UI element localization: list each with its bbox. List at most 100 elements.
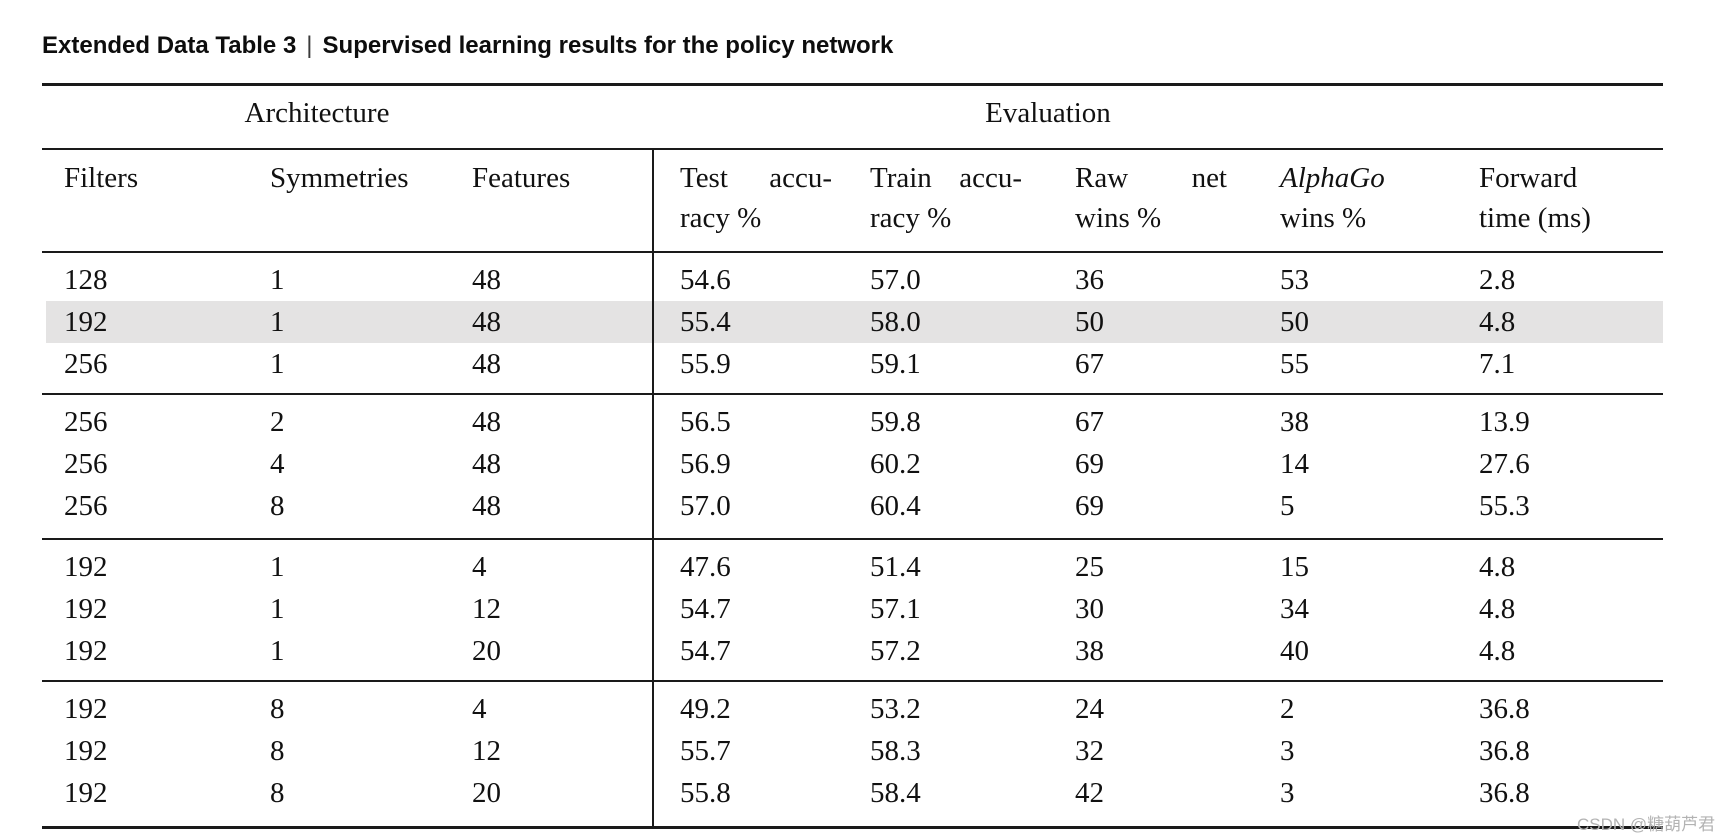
cell: 14 [1280,448,1309,480]
cell: 8 [270,490,285,522]
cell: 32 [1075,735,1104,767]
cell: 55 [1280,348,1309,380]
cell: 34 [1280,593,1309,625]
cell: 42 [1075,777,1104,809]
table-row: 192 1 12 54.7 57.1 30 34 4.8 [42,588,1663,630]
column-divider-line [652,148,654,829]
cell: 53.2 [870,693,921,725]
cell: 55.7 [680,735,731,767]
cell: 55.3 [1479,490,1530,522]
table-title-subtitle: Supervised learning results for the poli… [322,32,894,59]
cell: 69 [1075,448,1104,480]
column-header-filters: Filters [64,162,139,194]
cell: 50 [1280,306,1309,338]
cell: 25 [1075,551,1104,583]
cell: 51.4 [870,551,921,583]
column-header-symmetries: Symmetries [270,162,409,194]
cell: 58.3 [870,735,921,767]
table-row: 192 1 48 55.4 58.0 50 50 4.8 [46,301,1663,343]
table-row: 128 1 48 54.6 57.0 36 53 2.8 [42,259,1663,301]
csdn-watermark: CSDN @糖葫芦君 [1577,815,1716,834]
table-row: 256 4 48 56.9 60.2 69 14 27.6 [42,443,1663,485]
table-rule-top [42,83,1663,86]
cell: 48 [472,406,501,438]
cell: 1 [270,348,285,380]
table-row: 192 1 4 47.6 51.4 25 15 4.8 [42,546,1663,588]
cell: 8 [270,693,285,725]
cell: 1 [270,306,285,338]
cell: 54.6 [680,264,731,296]
cell: 1 [270,551,285,583]
cell: 4.8 [1479,593,1516,625]
column-header-alphago-wins: AlphaGo wins % [1280,162,1385,234]
column-header-features: Features [472,162,571,194]
cell: 36.8 [1479,777,1530,809]
cell: 55.4 [680,306,731,338]
table-row: 256 8 48 57.0 60.4 69 5 55.3 [42,485,1663,527]
group-header-evaluation: Evaluation [985,97,1111,129]
cell: 59.8 [870,406,921,438]
table-row: 192 8 20 55.8 58.4 42 3 36.8 [42,772,1663,814]
cell: 192 [64,735,108,767]
cell: 56.5 [680,406,731,438]
cell: 59.1 [870,348,921,380]
cell: 13.9 [1479,406,1530,438]
cell: 48 [472,306,501,338]
cell: 56.9 [680,448,731,480]
cell: 3 [1280,777,1295,809]
cell: 57.1 [870,593,921,625]
cell: 57.2 [870,635,921,667]
table-row: 256 1 48 55.9 59.1 67 55 7.1 [42,343,1663,385]
cell: 47.6 [680,551,731,583]
cell: 8 [270,777,285,809]
cell: 49.2 [680,693,731,725]
cell: 20 [472,635,501,667]
table-row: 192 1 20 54.7 57.2 38 40 4.8 [42,630,1663,672]
cell: 1 [270,593,285,625]
cell: 256 [64,490,108,522]
cell: 58.4 [870,777,921,809]
cell: 48 [472,264,501,296]
cell: 60.2 [870,448,921,480]
column-header-raw-net-wins: Raw net wins % [1075,162,1227,234]
cell: 69 [1075,490,1104,522]
column-header-forward-time: Forward time (ms) [1479,162,1591,234]
cell: 192 [64,693,108,725]
table-rule-group-separator-3 [42,680,1663,682]
cell: 4 [472,551,487,583]
cell: 57.0 [680,490,731,522]
cell: 12 [472,735,501,767]
cell: 4.8 [1479,635,1516,667]
table-title-label: Extended Data Table 3 [42,32,297,59]
data-table: Architecture Evaluation Filters Symmetri… [42,83,1663,833]
cell: 2 [1280,693,1295,725]
cell: 1 [270,635,285,667]
cell: 50 [1075,306,1104,338]
cell: 36.8 [1479,693,1530,725]
cell: 192 [64,593,108,625]
cell: 36 [1075,264,1104,296]
cell: 38 [1280,406,1309,438]
cell: 192 [64,777,108,809]
cell: 58.0 [870,306,921,338]
cell: 30 [1075,593,1104,625]
cell: 8 [270,735,285,767]
cell: 24 [1075,693,1104,725]
table-rule-bottom [42,826,1663,829]
cell: 48 [472,490,501,522]
cell: 54.7 [680,593,731,625]
cell: 38 [1075,635,1104,667]
title-separator: | [306,32,313,59]
cell: 256 [64,448,108,480]
cell: 12 [472,593,501,625]
cell: 192 [64,306,108,338]
cell: 48 [472,448,501,480]
cell: 67 [1075,406,1104,438]
cell: 60.4 [870,490,921,522]
table-row: 192 8 12 55.7 58.3 32 3 36.8 [42,730,1663,772]
cell: 5 [1280,490,1295,522]
cell: 4 [472,693,487,725]
cell: 57.0 [870,264,921,296]
column-header-train-accuracy: Train accu- racy % [870,162,1022,234]
